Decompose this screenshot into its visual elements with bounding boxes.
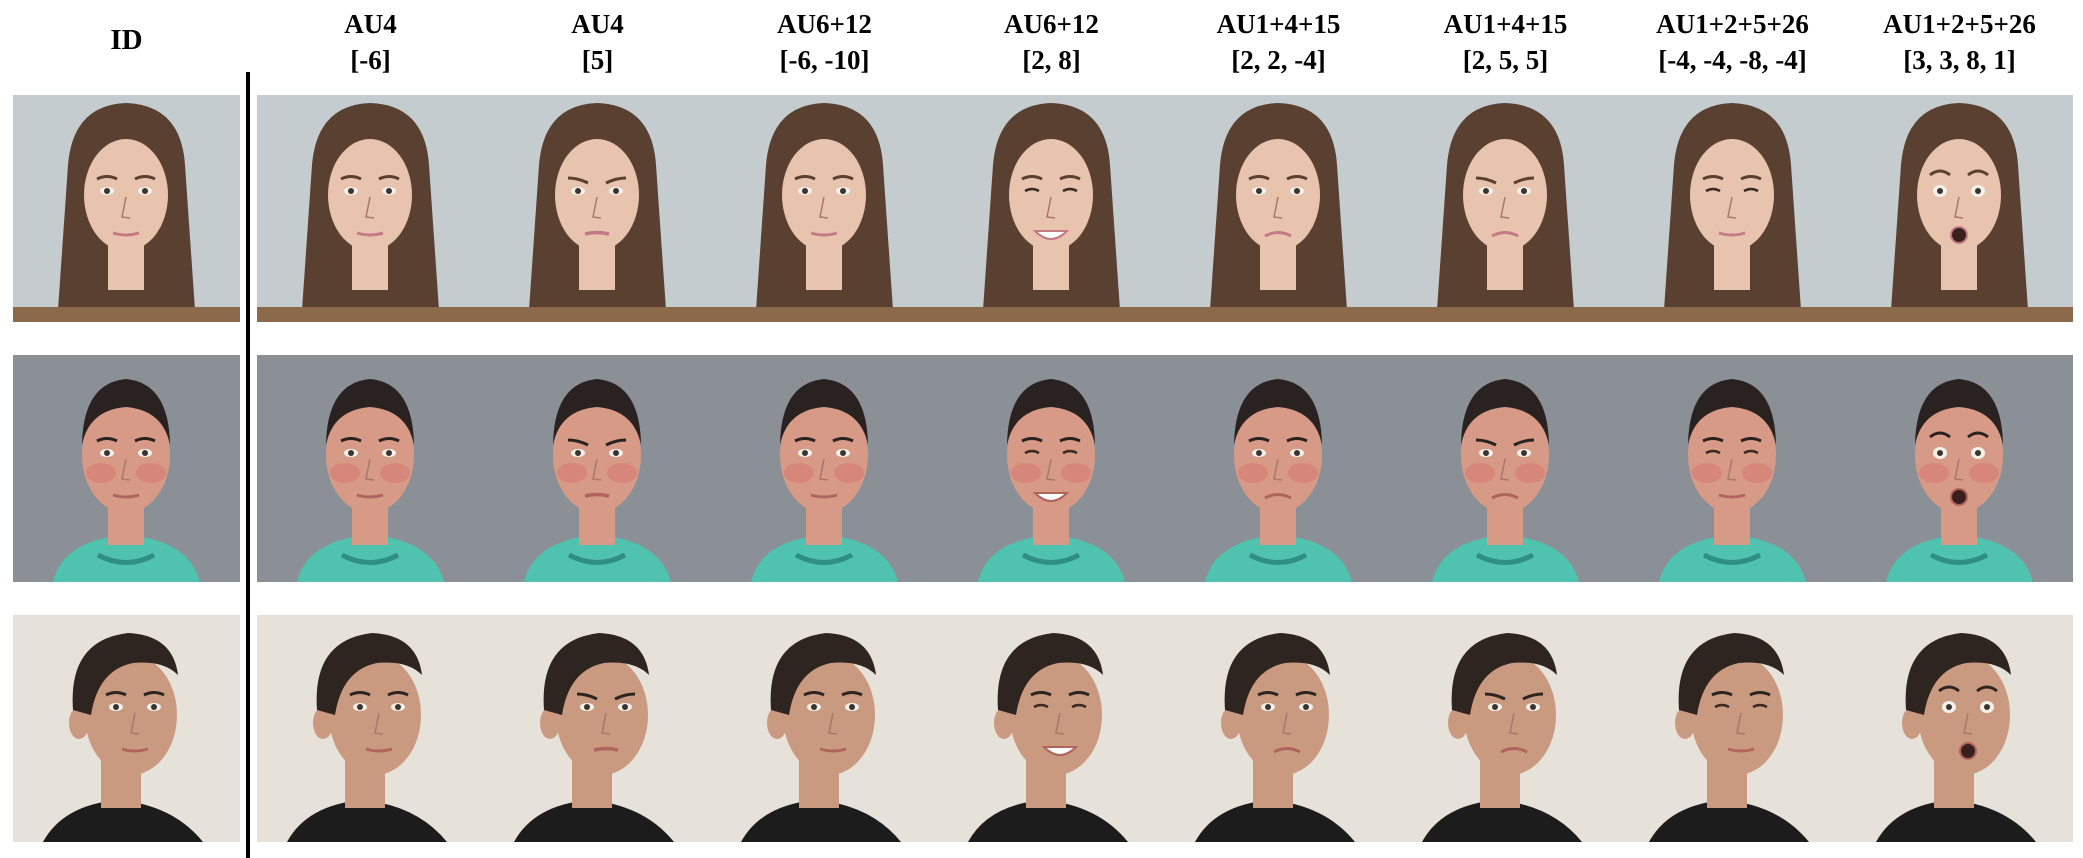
column-au-label: AU6+12	[1004, 9, 1099, 39]
generated-face-image	[938, 355, 1165, 582]
generated-face-image	[1619, 95, 1846, 322]
column-intensity-values: [-6, -10]	[779, 45, 870, 75]
generated-face-image	[257, 355, 484, 582]
column-header-3: AU6+12 [-6, -10]	[711, 0, 938, 90]
generated-face-image	[938, 95, 1165, 322]
identity-image-row-1	[13, 95, 240, 322]
generated-face-image	[711, 95, 938, 322]
column-header-8: AU1+2+5+26 [3, 3, 8, 1]	[1846, 0, 2073, 90]
generated-face-image	[1619, 615, 1846, 842]
generated-face-image	[1165, 615, 1392, 842]
column-intensity-values: [3, 3, 8, 1]	[1903, 45, 2016, 75]
column-intensity-values: [2, 8]	[1022, 45, 1081, 75]
generated-face-image	[1846, 615, 2073, 842]
id-divider-line	[246, 72, 250, 858]
column-au-label: AU1+2+5+26	[1656, 9, 1809, 39]
column-au-label: AU1+2+5+26	[1883, 9, 2036, 39]
column-intensity-values: [-4, -4, -8, -4]	[1658, 45, 1807, 75]
identity-image-row-2	[13, 355, 240, 582]
column-au-label: AU4	[571, 9, 624, 39]
column-au-label: AU1+4+15	[1216, 9, 1341, 39]
column-header-2: AU4 [5]	[484, 0, 711, 90]
generated-face-image	[257, 95, 484, 322]
generated-face-image	[1619, 355, 1846, 582]
generated-face-image	[938, 615, 1165, 842]
column-intensity-values: [5]	[581, 45, 614, 75]
generated-face-image	[484, 95, 711, 322]
generated-face-image	[1165, 95, 1392, 322]
generated-face-image	[257, 615, 484, 842]
column-header-7: AU1+2+5+26 [-4, -4, -8, -4]	[1619, 0, 1846, 90]
generated-face-image	[1392, 95, 1619, 322]
column-intensity-values: [2, 2, -4]	[1231, 45, 1326, 75]
generated-face-image	[711, 355, 938, 582]
column-intensity-values: [-6]	[350, 45, 391, 75]
column-header-1: AU4 [-6]	[257, 0, 484, 90]
column-au-label: AU1+4+15	[1443, 9, 1568, 39]
generated-face-image	[1392, 355, 1619, 582]
column-au-label: AU6+12	[777, 9, 872, 39]
column-intensity-values: [2, 5, 5]	[1462, 45, 1549, 75]
generated-face-image	[1392, 615, 1619, 842]
generated-face-image	[711, 615, 938, 842]
generated-face-image	[484, 615, 711, 842]
generated-face-image	[1846, 355, 2073, 582]
column-header-6: AU1+4+15 [2, 5, 5]	[1392, 0, 1619, 90]
generated-face-image	[1165, 355, 1392, 582]
column-header-4: AU6+12 [2, 8]	[938, 0, 1165, 90]
id-column-header: ID	[110, 24, 143, 56]
generated-face-image	[1846, 95, 2073, 322]
column-header-5: AU1+4+15 [2, 2, -4]	[1165, 0, 1392, 90]
generated-face-image	[484, 355, 711, 582]
identity-image-row-3	[13, 615, 240, 842]
column-au-label: AU4	[344, 9, 397, 39]
